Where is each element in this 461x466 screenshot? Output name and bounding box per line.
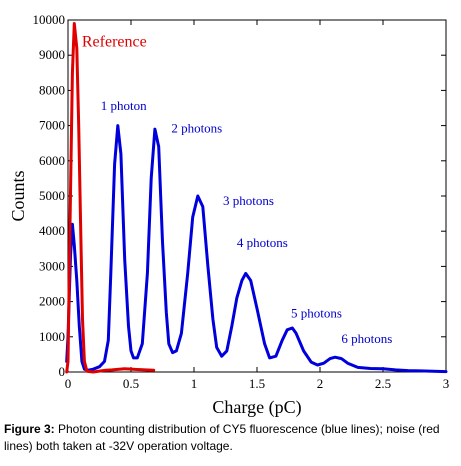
peak-label: 2 photons — [171, 121, 222, 136]
figure-caption: Figure 3: Photon counting distribution o… — [4, 421, 456, 455]
y-axis-label: Counts — [8, 170, 28, 221]
y-tick-label: 5000 — [39, 188, 65, 203]
x-axis-label: Charge (pC) — [212, 397, 301, 418]
peak-label: 4 photons — [237, 235, 288, 250]
figure-label: Figure 3: — [4, 422, 55, 436]
peak-label: 6 photons — [341, 331, 392, 346]
y-tick-label: 0 — [59, 364, 66, 379]
peak-label: 5 photons — [291, 305, 342, 320]
x-tick-label: 3 — [443, 376, 450, 391]
reference-label: Reference — [82, 33, 147, 50]
peak-label: 1 photon — [101, 98, 147, 113]
y-tick-label: 6000 — [39, 153, 65, 168]
y-tick-label: 8000 — [39, 82, 65, 97]
x-tick-label: 2 — [317, 376, 324, 391]
y-tick-label: 7000 — [39, 118, 65, 133]
y-tick-label: 2000 — [39, 294, 65, 309]
x-tick-label: 0 — [65, 376, 72, 391]
series-line-reference — [65, 22, 156, 374]
x-tick-label: 1.5 — [249, 376, 265, 391]
chart: 0100020003000400050006000700080009000100… — [8, 12, 450, 418]
y-tick-label: 3000 — [39, 258, 65, 273]
caption-text: Photon counting distribution of CY5 fluo… — [4, 422, 440, 453]
y-tick-label: 4000 — [39, 223, 65, 238]
y-tick-label: 1000 — [39, 329, 65, 344]
x-tick-label: 0.5 — [123, 376, 139, 391]
peak-label: 3 photons — [223, 193, 274, 208]
x-tick-label: 1 — [191, 376, 198, 391]
x-tick-label: 2.5 — [375, 376, 391, 391]
y-tick-label: 10000 — [33, 12, 66, 27]
series-line-cy5-fluorescence — [65, 124, 448, 374]
y-tick-label: 9000 — [39, 47, 65, 62]
